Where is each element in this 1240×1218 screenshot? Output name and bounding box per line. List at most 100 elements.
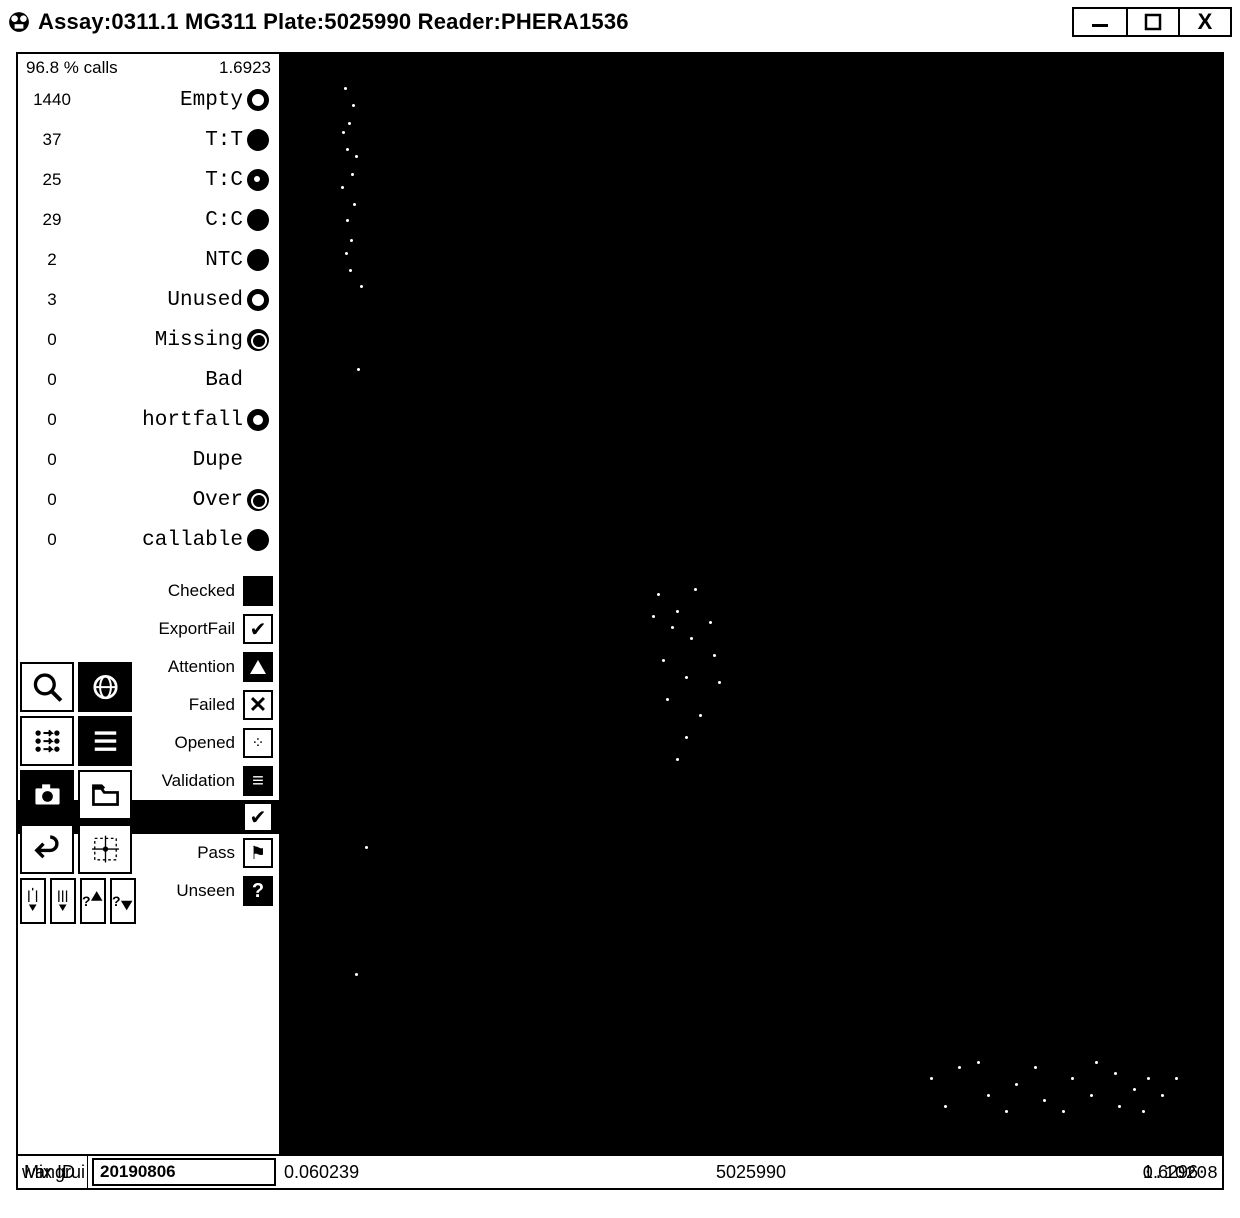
- legend-row[interactable]: 0Bad: [24, 360, 273, 400]
- scatter-point: [694, 588, 697, 591]
- scatter-point: [360, 285, 363, 288]
- legend-row[interactable]: 0Dupe: [24, 440, 273, 480]
- legend-row[interactable]: 0callable: [24, 520, 273, 560]
- globe-tool[interactable]: [78, 662, 132, 712]
- legend-row[interactable]: 0Over: [24, 480, 273, 520]
- calls-percent: 96.8 % calls: [26, 58, 118, 78]
- folder-tool[interactable]: [78, 770, 132, 820]
- legend-count: 0: [24, 450, 80, 470]
- grid-arrows-tool[interactable]: [20, 716, 74, 766]
- legend-label: Unused: [80, 289, 247, 312]
- magnify-tool[interactable]: [20, 662, 74, 712]
- legend-label: C:C: [80, 209, 247, 232]
- scatter-point: [662, 659, 665, 662]
- scatter-point: [958, 1066, 961, 1069]
- scatter-point: [355, 973, 358, 976]
- scatter-point: [1005, 1110, 1008, 1113]
- sidebar: 96.8 % calls 1.6923 1440Empty37T:T25T:C2…: [18, 54, 280, 1154]
- status-icon: [243, 614, 273, 644]
- scatter-point: [690, 637, 693, 640]
- scatter-point: [718, 681, 721, 684]
- scatter-point: [713, 654, 716, 657]
- scatter-point: [709, 621, 712, 624]
- status-row[interactable]: ExportFail: [18, 610, 273, 648]
- legend-row[interactable]: 29C:C: [24, 200, 273, 240]
- scatter-point: [349, 269, 352, 272]
- legend-swatch: [247, 329, 269, 351]
- scatter-point: [1147, 1077, 1150, 1080]
- scatter-point: [671, 626, 674, 629]
- status-label: Opened: [175, 733, 236, 753]
- status-icon: [243, 728, 273, 758]
- maximize-button[interactable]: [1126, 9, 1178, 35]
- legend-count: 0: [24, 370, 80, 390]
- legend-count: 29: [24, 210, 80, 230]
- legend-swatch: [247, 529, 269, 551]
- scatter-point: [1095, 1061, 1098, 1064]
- list-tool[interactable]: [78, 716, 132, 766]
- camera-tool[interactable]: [20, 770, 74, 820]
- status-icon: [243, 652, 273, 682]
- scatter-point: [348, 122, 351, 125]
- scatter-point: [341, 186, 344, 189]
- status-label: Unseen: [176, 881, 235, 901]
- sidebar-footer: wangrui 0.10208: [22, 1162, 1218, 1184]
- q-down-tool[interactable]: ?: [110, 878, 136, 924]
- scatter-plot[interactable]: [280, 54, 1222, 1154]
- status-icon: [243, 838, 273, 868]
- legend-label: T:C: [80, 169, 247, 192]
- legend-label: T:T: [80, 129, 247, 152]
- legend-row[interactable]: 0hortfall: [24, 400, 273, 440]
- scatter-point: [346, 219, 349, 222]
- legend-row[interactable]: 25T:C: [24, 160, 273, 200]
- tool-palette: ? ?: [20, 662, 138, 924]
- scatter-point: [676, 758, 679, 761]
- scatter-point: [657, 593, 660, 596]
- scatter-point: [1142, 1110, 1145, 1113]
- status-label: ExportFail: [158, 619, 235, 639]
- sort-col-up-tool[interactable]: [20, 878, 46, 924]
- legend-label: Dupe: [80, 449, 247, 472]
- legend-count: 1440: [24, 90, 80, 110]
- status-icon: [243, 576, 273, 606]
- status-row[interactable]: Checked: [18, 572, 273, 610]
- legend-row[interactable]: 37T:T: [24, 120, 273, 160]
- q-up-tool[interactable]: ?: [80, 878, 106, 924]
- close-button[interactable]: X: [1178, 9, 1230, 35]
- scatter-point: [365, 846, 368, 849]
- legend-swatch: [247, 89, 269, 111]
- legend-row[interactable]: 1440Empty: [24, 80, 273, 120]
- scatter-point: [355, 155, 358, 158]
- app-icon: [8, 11, 30, 33]
- username: wangrui: [22, 1162, 85, 1183]
- titlebar: Assay:0311.1 MG311 Plate:5025990 Reader:…: [0, 0, 1240, 44]
- minimize-button[interactable]: [1074, 9, 1126, 35]
- legend-row[interactable]: 0Missing: [24, 320, 273, 360]
- scatter-point: [685, 736, 688, 739]
- undo-tool[interactable]: [20, 824, 74, 874]
- scatter-point: [685, 676, 688, 679]
- legend-count: 0: [24, 330, 80, 350]
- scatter-point: [346, 148, 349, 151]
- legend-count: 25: [24, 170, 80, 190]
- status-label: Failed: [189, 695, 235, 715]
- scatter-point: [352, 104, 355, 107]
- legend-label: callable: [80, 529, 247, 552]
- status-label: Validation: [162, 771, 235, 791]
- window-title: Assay:0311.1 MG311 Plate:5025990 Reader:…: [38, 9, 629, 35]
- legend-row[interactable]: 2NTC: [24, 240, 273, 280]
- target-tool[interactable]: [78, 824, 132, 874]
- scatter-point: [977, 1061, 980, 1064]
- scatter-point: [353, 203, 356, 206]
- legend-row[interactable]: 3Unused: [24, 280, 273, 320]
- window-controls: X: [1072, 7, 1232, 37]
- legend-label: NTC: [80, 249, 247, 272]
- scatter-point: [345, 252, 348, 255]
- legend-count: 37: [24, 130, 80, 150]
- scatter-point: [987, 1094, 990, 1097]
- status-label: Attention: [168, 657, 235, 677]
- sort-col-down-tool[interactable]: [50, 878, 76, 924]
- legend-swatch: [247, 209, 269, 231]
- y-min: 0.10208: [1142, 1164, 1218, 1184]
- scatter-point: [1161, 1094, 1164, 1097]
